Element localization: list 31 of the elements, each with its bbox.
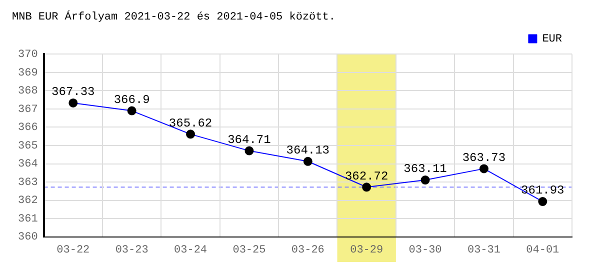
x-tick-label: 03-30: [408, 244, 442, 256]
y-tick-label: 368: [18, 86, 38, 98]
y-tick-label: 366: [18, 122, 38, 134]
data-label: 367.33: [52, 85, 95, 100]
y-tick-label: 364: [18, 158, 38, 171]
data-label: 366.9: [114, 92, 150, 107]
x-tick-label: 03-29: [350, 244, 384, 256]
data-label: 363.11: [404, 162, 447, 176]
y-tick-label: 363: [18, 176, 38, 189]
y-tick-label: 362: [18, 195, 38, 208]
chart-title: MNB EUR Árfolyam 2021-03-22 és 2021-04-05 között.: [12, 10, 336, 24]
x-tick-label: 03-22: [56, 244, 90, 256]
legend-label: EUR: [542, 34, 562, 46]
y-tick-label: 365: [18, 140, 38, 152]
x-tick-label: 04-01: [526, 244, 560, 256]
data-label: 364.13: [286, 144, 330, 158]
data-label: 363.73: [462, 150, 506, 165]
data-label: 361.93: [521, 184, 564, 198]
data-label: 365.62: [168, 116, 212, 130]
x-tick-label: 03-31: [467, 244, 501, 256]
x-tick-label: 03-23: [115, 244, 148, 256]
data-label: 362.72: [344, 169, 388, 184]
y-tick-label: 369: [18, 67, 38, 80]
y-tick-label: 367: [18, 104, 38, 116]
data-label: 364.71: [228, 132, 271, 147]
y-tick-label: 361: [18, 213, 38, 226]
x-tick-label: 03-25: [232, 244, 266, 256]
x-tick-label: 03-24: [174, 244, 208, 256]
x-tick-label: 03-26: [291, 244, 324, 256]
y-tick-label: 360: [18, 232, 38, 244]
y-tick-label: 370: [18, 49, 38, 62]
